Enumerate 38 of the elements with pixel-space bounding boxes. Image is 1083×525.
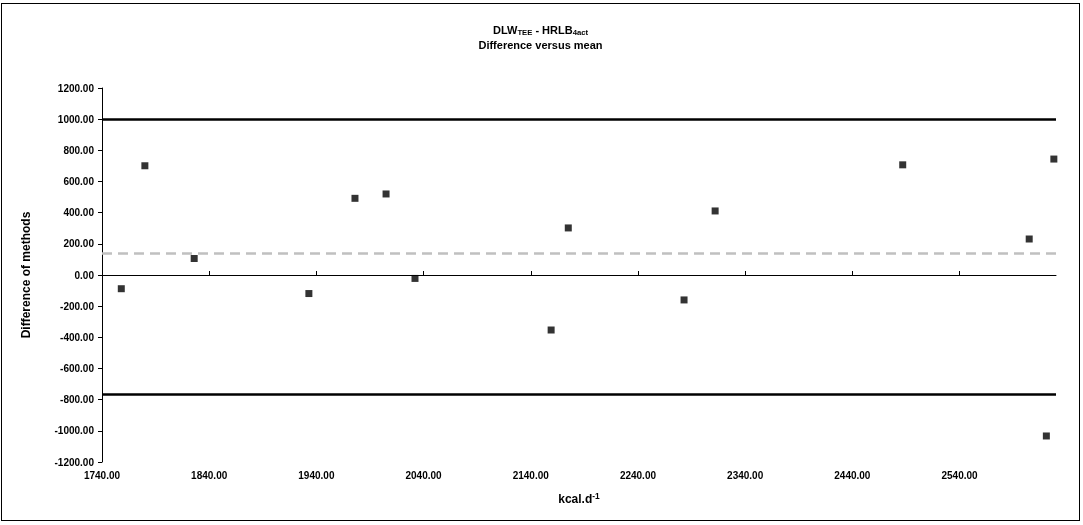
x-tick-label: 1740.00 (83, 469, 121, 481)
x-tick-label: 2440.00 (834, 469, 871, 481)
point (1025, 235, 1033, 243)
y-tick-label: 1200.00 (57, 82, 95, 94)
y-tick-label: -800.00 (60, 394, 95, 406)
point (564, 224, 572, 232)
point (680, 296, 688, 304)
point (1050, 155, 1058, 163)
y-tick-label: -200.00 (60, 300, 95, 312)
y-tick-label: 400.00 (63, 207, 95, 219)
y-tick-label: -400.00 (60, 331, 95, 343)
y-tick-label: -1200.00 (54, 456, 95, 468)
x-tick-label: 2540.00 (941, 469, 979, 481)
point (1042, 432, 1050, 440)
y-tick-label: 1000.00 (57, 113, 95, 125)
x-tick-label: 1940.00 (298, 469, 335, 481)
x-tick-label: 1840.00 (191, 469, 228, 481)
x-tick-label: 2240.00 (619, 469, 657, 481)
y-tick-label: 200.00 (63, 238, 95, 250)
point (899, 161, 907, 169)
point (351, 194, 359, 202)
y-tick-label: 600.00 (63, 176, 95, 187)
chart-subtitle: Difference versus mean (478, 38, 603, 51)
x-tick-label: 2340.00 (727, 469, 764, 481)
x-tick-label: 2140.00 (512, 469, 550, 481)
y-tick-label: -600.00 (60, 363, 95, 374)
point (382, 190, 390, 198)
y-tick-label: 0.00 (74, 269, 95, 281)
y-tick-label: 800.00 (63, 144, 95, 156)
point (711, 207, 719, 215)
y-tick-label: -1000.00 (54, 425, 95, 437)
point (141, 162, 149, 170)
point (190, 254, 198, 262)
x-tick-label: 2040.00 (405, 469, 443, 481)
y-axis-title: Difference of methods (19, 211, 33, 339)
point (305, 290, 313, 298)
point (547, 326, 555, 334)
point (117, 285, 125, 293)
